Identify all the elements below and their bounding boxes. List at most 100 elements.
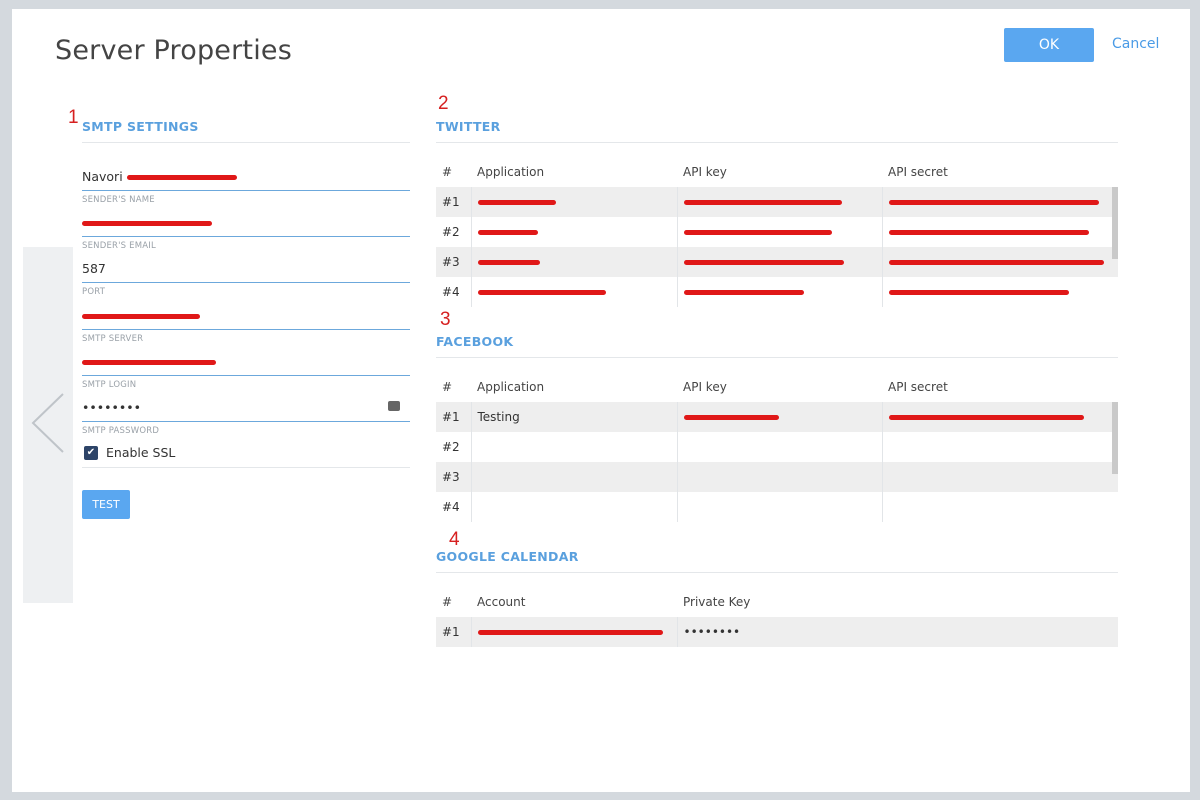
sender-name-value: Navori (82, 169, 123, 184)
enable-ssl-checkbox[interactable]: ✔ (84, 445, 98, 460)
previous-panel[interactable] (23, 247, 73, 603)
field-underline (82, 190, 410, 191)
redaction-mark (82, 314, 200, 319)
facebook-table-scrollbar[interactable] (1112, 402, 1118, 474)
redaction-mark (888, 230, 1089, 235)
api-secret-cell (882, 402, 1118, 432)
redaction-mark (82, 360, 216, 365)
table-row[interactable]: #4 (436, 277, 1118, 307)
smtp-settings-title: SMTP SETTINGS (82, 119, 199, 134)
api-key-cell (677, 187, 883, 217)
chevron-left-icon (31, 393, 64, 453)
api-secret-cell (882, 462, 1118, 492)
application-cell (471, 187, 678, 217)
api-secret-cell (882, 187, 1118, 217)
column-header: Private Key (683, 595, 751, 609)
table-row[interactable]: #2 (436, 217, 1118, 247)
redaction-mark (477, 630, 663, 635)
row-number: #2 (436, 432, 472, 462)
column-header: API secret (888, 380, 948, 394)
table-row[interactable]: #1 •••••••• (436, 617, 1118, 647)
application-cell (471, 492, 678, 522)
twitter-table-scrollbar[interactable] (1112, 187, 1118, 259)
table-row[interactable]: #2 (436, 432, 1118, 462)
api-secret-cell (882, 492, 1118, 522)
redaction-mark (683, 260, 844, 265)
section-divider (436, 357, 1118, 358)
api-key-cell (677, 462, 883, 492)
redaction-mark (477, 200, 556, 205)
facebook-title: FACEBOOK (436, 334, 514, 349)
facebook-table: # Application API key API secret #1 Test… (436, 372, 1118, 522)
smtp-server-label: SMTP SERVER (82, 334, 144, 344)
ok-button[interactable]: OK (1004, 28, 1094, 62)
application-cell (471, 432, 678, 462)
application-cell (471, 277, 678, 307)
section-marker-1: 1 (68, 107, 79, 128)
enable-ssl-option[interactable]: ✔ Enable SSL (84, 445, 175, 460)
port-label: PORT (82, 287, 106, 297)
api-secret-cell (882, 217, 1118, 247)
table-row[interactable]: #4 (436, 492, 1118, 522)
section-marker-4: 4 (449, 529, 460, 550)
api-secret-cell (882, 432, 1118, 462)
smtp-password-field[interactable]: •••••••• SMTP PASSWORD (82, 398, 410, 436)
row-number: #3 (436, 462, 472, 492)
row-number: #1 (436, 187, 472, 217)
redaction-mark (888, 415, 1084, 420)
enable-ssl-label: Enable SSL (106, 445, 176, 460)
password-keyboard-icon[interactable] (388, 401, 400, 411)
api-key-cell (677, 217, 883, 247)
row-number: #2 (436, 217, 472, 247)
row-number: #3 (436, 247, 472, 277)
application-cell (471, 247, 678, 277)
section-divider (436, 572, 1118, 573)
row-number: #1 (436, 617, 472, 647)
api-key-cell (677, 277, 883, 307)
section-marker-2: 2 (438, 93, 449, 114)
port-field[interactable]: 587 PORT (82, 259, 410, 297)
sender-name-label: SENDER'S NAME (82, 195, 155, 205)
application-cell: Testing (471, 402, 678, 432)
redaction-mark (683, 200, 842, 205)
api-key-cell (677, 432, 883, 462)
section-divider (436, 142, 1118, 143)
api-secret-cell (882, 247, 1118, 277)
section-divider (82, 142, 410, 143)
column-header: API secret (888, 165, 948, 179)
smtp-login-field[interactable]: SMTP LOGIN (82, 352, 410, 390)
section-divider (82, 467, 410, 468)
redaction-mark (477, 230, 538, 235)
table-row[interactable]: #3 (436, 247, 1118, 277)
smtp-login-label: SMTP LOGIN (82, 380, 137, 390)
cancel-link[interactable]: Cancel (1112, 36, 1160, 52)
redaction-mark (683, 290, 804, 295)
field-underline (82, 282, 410, 283)
table-row[interactable]: #1 (436, 187, 1118, 217)
column-header: # (442, 380, 453, 394)
table-row[interactable]: #1 Testing (436, 402, 1118, 432)
column-header: API key (683, 165, 727, 179)
column-header: Application (477, 380, 545, 394)
sender-name-field[interactable]: Navori SENDER'S NAME (82, 167, 410, 205)
row-number: #1 (436, 402, 472, 432)
api-secret-cell (882, 277, 1118, 307)
test-button[interactable]: TEST (82, 490, 130, 519)
redaction-mark (888, 260, 1104, 265)
smtp-password-label: SMTP PASSWORD (82, 426, 160, 436)
redaction-mark (477, 290, 606, 295)
api-key-cell (677, 492, 883, 522)
redaction-mark (126, 175, 237, 180)
sender-email-field[interactable]: SENDER'S EMAIL (82, 213, 410, 251)
column-header: Application (477, 165, 545, 179)
application-cell (471, 462, 678, 492)
smtp-server-field[interactable]: SMTP SERVER (82, 306, 410, 344)
smtp-password-value: •••••••• (82, 400, 141, 415)
google-calendar-table: # Account Private Key #1 •••••••• (436, 587, 1118, 647)
table-row[interactable]: #3 (436, 462, 1118, 492)
account-cell (471, 617, 678, 647)
column-header: # (442, 595, 453, 609)
api-key-cell (677, 402, 883, 432)
dialog-title: Server Properties (55, 35, 292, 66)
field-underline (82, 375, 410, 376)
